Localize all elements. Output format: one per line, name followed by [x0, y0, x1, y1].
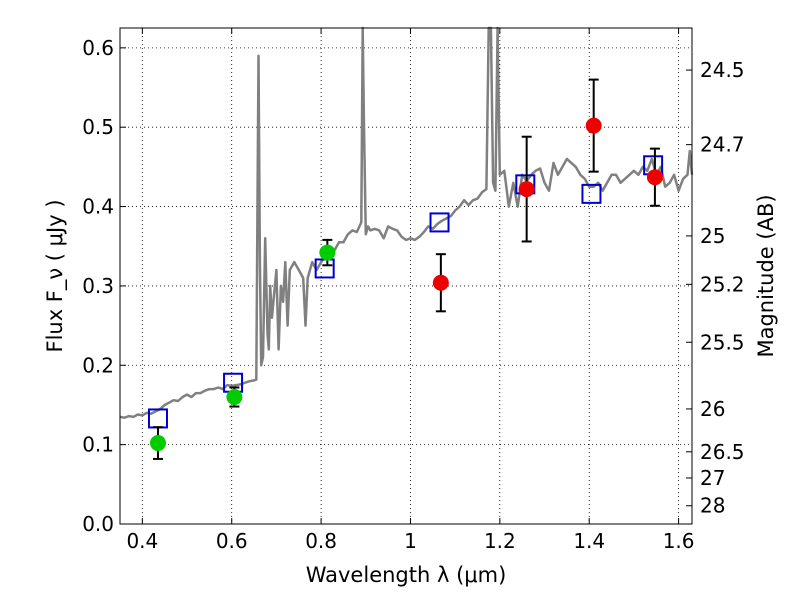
y2-tick-label: 24.7: [700, 133, 745, 157]
model-photometry-square: [429, 212, 450, 233]
y-axis-ticks: 0.0 0.1 0.2 0.3 0.4 0.5 0.6: [82, 36, 126, 536]
spectrum-line: [119, 26, 694, 419]
y2-axis-label: Magnitude (AB): [754, 194, 778, 357]
observed-nir-point: [432, 274, 449, 291]
x-tick-label: 1.4: [573, 529, 605, 553]
observed-optical-point: [319, 244, 336, 261]
x-axis-label: Wavelength λ (μm): [306, 563, 507, 587]
y-tick-label: 0.6: [82, 36, 114, 60]
grid-lines: [120, 28, 692, 525]
y2-tick-label: 26.5: [700, 440, 745, 464]
x-tick-label: 1: [404, 529, 417, 553]
observed-nir-point: [646, 169, 663, 186]
y2-tick-label: 25: [700, 224, 725, 248]
y-tick-label: 0.2: [82, 353, 114, 377]
y-axis-label: Flux F_ν ( μJy ): [43, 199, 68, 352]
x-tick-label: 0.4: [126, 529, 158, 553]
y-tick-label: 0.4: [82, 195, 114, 219]
x-tick-label: 0.8: [305, 529, 337, 553]
x-tick-label: 0.6: [216, 529, 248, 553]
data-points: [147, 78, 664, 460]
observed-nir-point: [585, 117, 602, 134]
y-tick-label: 0.3: [82, 274, 114, 298]
observed-optical-point: [149, 435, 166, 452]
y2-tick-label: 24.5: [700, 58, 745, 82]
y-tick-label: 0.5: [82, 115, 114, 139]
model-spectrum: [119, 26, 694, 419]
x-axis-ticks: 0.4 0.6 0.8 1 1.2 1.4 1.6: [126, 28, 695, 553]
observed-optical-point: [226, 389, 243, 406]
plot-frame: [119, 27, 693, 525]
y2-tick-label: 25.5: [700, 330, 745, 354]
y2-tick-label: 28: [700, 494, 725, 518]
y-tick-label: 0.0: [82, 512, 114, 536]
y2-tick-label: 27: [700, 466, 725, 490]
y-tick-label: 0.1: [82, 433, 114, 457]
y2-tick-label: 25.2: [700, 272, 745, 296]
observed-nir-point: [518, 181, 535, 198]
model-photometry-square: [581, 183, 602, 204]
y2-axis-ticks: 24.5 24.7 25 25.2 25.5 26 26.527 28: [686, 58, 745, 518]
y2-tick-label: 26: [700, 397, 725, 421]
x-tick-label: 1.6: [663, 529, 695, 553]
x-tick-label: 1.2: [484, 529, 516, 553]
model-photometry-square: [223, 372, 244, 393]
